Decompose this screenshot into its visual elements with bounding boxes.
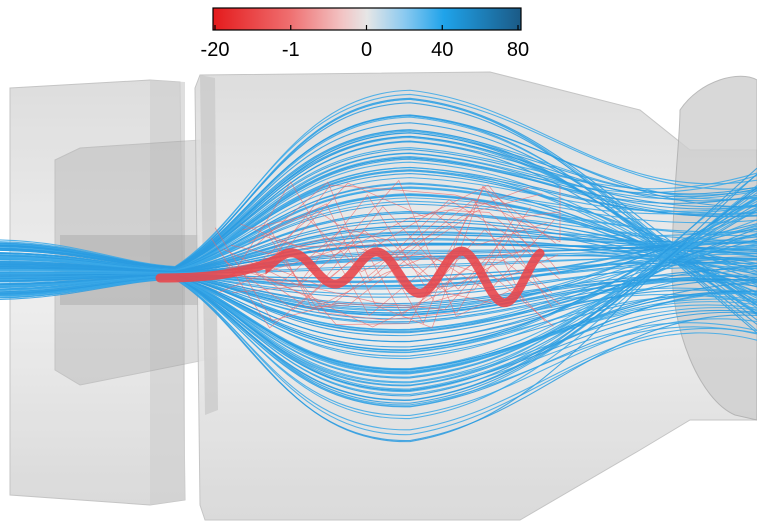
colorbar-tick-label: -1	[282, 39, 300, 61]
inlet-rim	[150, 80, 185, 505]
streamline	[0, 233, 757, 273]
recirculation-line	[243, 210, 554, 327]
recirculation-line	[242, 187, 530, 273]
recirculation-line	[230, 198, 524, 301]
recirculation-line	[254, 242, 535, 328]
recirculation-line	[225, 227, 493, 304]
streamline	[0, 211, 757, 310]
recirculation-line	[210, 215, 468, 329]
streamline	[0, 140, 757, 270]
streamline	[0, 197, 757, 351]
recirculation-line	[253, 181, 531, 281]
streamline	[0, 173, 757, 272]
recirculation-line	[253, 206, 553, 308]
streamline	[0, 135, 757, 306]
streamline	[0, 184, 757, 420]
streamline	[0, 194, 757, 293]
recirculation-line	[248, 185, 556, 329]
recirculation-line	[261, 185, 561, 258]
recirculation-lines	[210, 179, 561, 329]
streamline	[0, 149, 757, 270]
streamline	[0, 273, 757, 306]
vortex-core	[155, 246, 545, 308]
streamline	[0, 242, 757, 273]
streamline	[0, 245, 757, 287]
recirculation-line	[232, 230, 523, 293]
streamlines	[0, 89, 757, 443]
recirculation-line	[250, 193, 543, 308]
streamline	[0, 278, 757, 431]
colorbar-tick-label: 0	[361, 39, 372, 61]
recirculation-line	[264, 199, 561, 306]
streamline	[0, 212, 757, 272]
colorbar-tick-label: 40	[431, 39, 453, 61]
streamline	[0, 207, 757, 314]
streamline	[0, 183, 757, 294]
colorbar-tick-label: 80	[507, 39, 529, 61]
colorbar-tick-label: -20	[201, 39, 230, 61]
recirculation-line	[268, 211, 561, 321]
recirculation-line	[229, 259, 546, 322]
streamline	[0, 278, 757, 442]
colorbar: -20 -1 0 40 80	[201, 7, 529, 61]
recirculation-line	[218, 179, 515, 317]
streamline	[0, 93, 757, 268]
recirculation-line	[239, 211, 548, 247]
